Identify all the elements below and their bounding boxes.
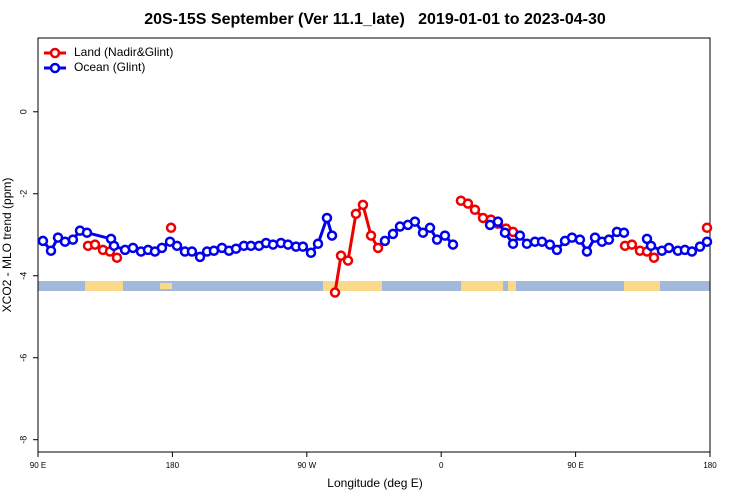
data-point bbox=[618, 227, 630, 238]
data-point bbox=[108, 240, 120, 252]
data-point bbox=[165, 222, 177, 234]
y-tick-label: -8 bbox=[18, 436, 28, 444]
data-point bbox=[245, 240, 257, 252]
data-point bbox=[379, 235, 391, 247]
data-point bbox=[81, 227, 93, 238]
x-tick-label: 90 E bbox=[30, 461, 46, 470]
data-point bbox=[350, 208, 362, 220]
data-point bbox=[89, 239, 101, 250]
x-tick-label: 90 E bbox=[567, 461, 583, 470]
land-band bbox=[323, 281, 382, 291]
data-point bbox=[645, 240, 657, 252]
data-point bbox=[663, 242, 675, 254]
y-axis-label: XCO2 - MLO trend (ppm) bbox=[0, 178, 14, 313]
land-band bbox=[508, 281, 516, 291]
x-tick-label: 180 bbox=[166, 461, 180, 470]
data-point bbox=[321, 212, 333, 224]
data-point bbox=[603, 234, 615, 245]
y-tick-label: 0 bbox=[18, 109, 28, 114]
data-point bbox=[462, 198, 474, 209]
data-point bbox=[701, 222, 713, 234]
data-point bbox=[469, 204, 481, 215]
data-point bbox=[282, 239, 294, 250]
data-point bbox=[208, 245, 220, 256]
data-point bbox=[431, 234, 443, 245]
data-point bbox=[499, 227, 511, 238]
legend-marker bbox=[49, 47, 61, 59]
data-point bbox=[574, 234, 586, 245]
data-point bbox=[372, 242, 384, 254]
land-band bbox=[461, 281, 503, 291]
legend-label: Ocean (Glint) bbox=[74, 60, 145, 74]
x-tick-label: 180 bbox=[703, 461, 717, 470]
y-tick-label: -2 bbox=[18, 190, 28, 198]
x-tick-label: 90 W bbox=[297, 461, 316, 470]
data-point bbox=[387, 228, 399, 240]
data-point bbox=[686, 246, 698, 257]
data-point bbox=[186, 246, 198, 257]
data-point bbox=[312, 238, 324, 250]
data-point bbox=[701, 236, 713, 247]
data-point bbox=[551, 244, 563, 256]
data-point bbox=[544, 239, 556, 250]
data-point bbox=[439, 230, 451, 241]
chart-title: 20S-15S September (Ver 11.1_late) 2019-0… bbox=[144, 11, 606, 28]
data-point bbox=[514, 230, 526, 241]
x-tick-label: 0 bbox=[439, 461, 444, 470]
legend-marker bbox=[49, 62, 61, 74]
data-point bbox=[194, 251, 206, 263]
data-point bbox=[297, 241, 309, 252]
data-point bbox=[156, 242, 168, 254]
data-point bbox=[648, 252, 660, 263]
data-point bbox=[492, 216, 504, 227]
data-point bbox=[305, 247, 317, 259]
surface-band bbox=[38, 281, 710, 291]
legend-label: Land (Nadir&Glint) bbox=[74, 45, 173, 59]
data-point bbox=[521, 238, 533, 250]
data-point bbox=[507, 238, 519, 250]
data-point bbox=[335, 250, 347, 261]
data-point bbox=[417, 227, 429, 238]
data-point bbox=[365, 230, 377, 241]
data-point bbox=[581, 246, 593, 257]
data-point bbox=[409, 216, 421, 227]
data-point bbox=[171, 240, 183, 252]
data-point bbox=[424, 222, 436, 234]
data-point bbox=[357, 199, 369, 211]
data-point bbox=[326, 230, 338, 241]
data-point bbox=[329, 287, 341, 298]
data-point bbox=[342, 255, 354, 266]
y-tick-label: -6 bbox=[18, 354, 28, 362]
x-axis-label: Longitude (deg E) bbox=[327, 476, 422, 490]
data-point bbox=[694, 241, 706, 252]
data-point bbox=[111, 252, 123, 263]
data-point bbox=[447, 239, 459, 250]
land-band bbox=[160, 283, 172, 289]
data-point bbox=[37, 235, 49, 247]
land-band bbox=[85, 281, 123, 291]
land-band bbox=[624, 281, 660, 291]
data-point bbox=[67, 234, 79, 245]
data-point bbox=[626, 239, 638, 250]
data-point bbox=[45, 245, 57, 256]
y-tick-label: -4 bbox=[18, 272, 28, 280]
data-point bbox=[127, 242, 139, 254]
